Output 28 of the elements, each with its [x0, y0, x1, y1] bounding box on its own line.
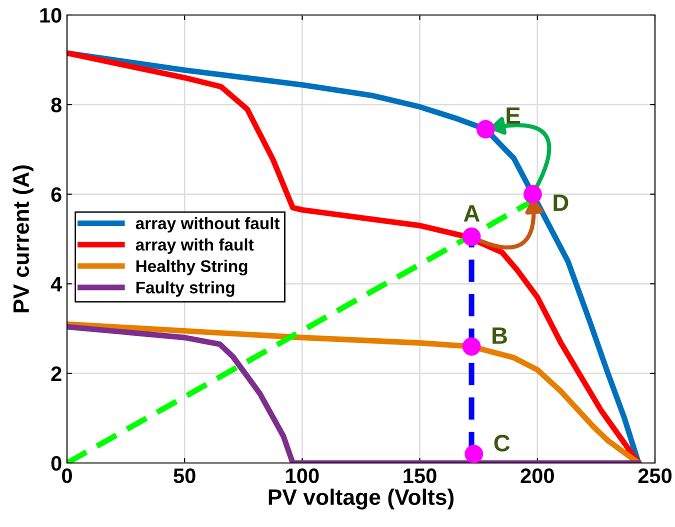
annotation: D: [554, 194, 568, 211]
legend-label: array without fault: [136, 217, 280, 233]
x-tick-label: 250: [638, 468, 672, 484]
annotation: A: [464, 205, 480, 222]
y-axis-title: PV current (A): [12, 165, 34, 312]
legend-label: Healthy String: [136, 260, 248, 276]
x-tick-label: 50: [174, 468, 196, 484]
legend-label: Faulty string: [136, 281, 234, 297]
x-tick-label: 0: [62, 468, 72, 484]
x-tick-label: 200: [520, 468, 554, 484]
y-tick-label: 0: [51, 456, 62, 471]
point: [462, 228, 481, 246]
point: [523, 185, 542, 204]
y-tick-label: 6: [51, 187, 62, 202]
annotation: C: [494, 434, 510, 452]
y-tick-label: 8: [51, 98, 62, 112]
x-tick-label: 100: [286, 468, 319, 484]
annotation: B: [492, 328, 507, 344]
annotation: E: [506, 107, 520, 124]
y-tick-label: 4: [50, 277, 62, 292]
point: [464, 444, 484, 463]
y-tick-label: 2: [51, 366, 62, 381]
point: [462, 337, 481, 356]
x-axis-title: PV voltage (Volts): [268, 488, 454, 510]
legend-label: array with fault: [136, 238, 254, 254]
y-tick-label: 10: [40, 8, 62, 23]
x-tick-label: 150: [404, 468, 436, 484]
point: [476, 120, 495, 138]
